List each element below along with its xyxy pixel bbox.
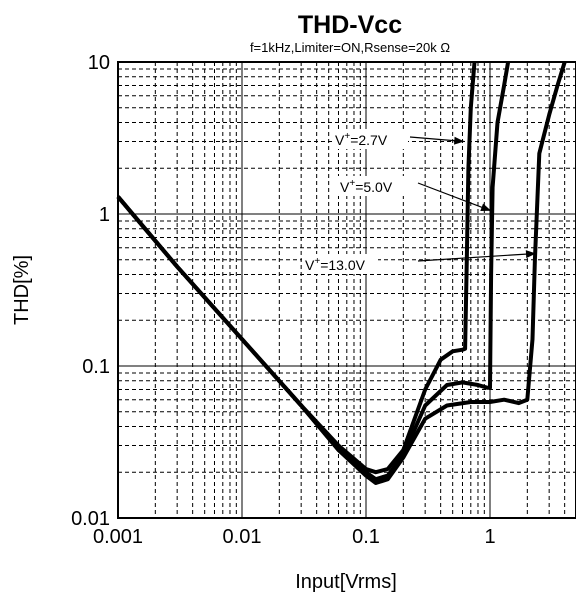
annotation-bg [332, 129, 408, 149]
chart-title: THD-Vcc [298, 11, 402, 39]
x-tick-label: 0.01 [223, 526, 262, 548]
annotation-arrowhead [480, 203, 492, 211]
annotation-label: V+=2.7V [335, 131, 388, 148]
chart-subtitle: f=1kHz,Limiter=ON,Rsense=20k Ω [250, 40, 450, 55]
y-tick-labels: 0.01 0.1 1 10 [71, 52, 110, 530]
series-line-3 [116, 61, 567, 485]
y-tick-label: 10 [88, 52, 110, 74]
annotation-label: V+=13.0V [305, 256, 366, 273]
annotation-arrow [417, 252, 537, 262]
x-tick-label: 0.001 [93, 526, 143, 548]
x-tick-label: 1 [484, 526, 495, 548]
annotation-label: V+=5.0V [340, 178, 393, 195]
y-axis-label: THD[%] [11, 255, 33, 325]
data-curves [116, 61, 567, 485]
x-tick-labels: 0.001 0.01 0.1 1 [93, 526, 496, 548]
x-axis-label: Input[Vrms] [295, 571, 397, 593]
y-tick-label: 0.1 [82, 356, 110, 378]
y-tick-label: 0.01 [71, 508, 110, 530]
y-tick-label: 1 [99, 204, 110, 226]
annotation-arrowhead [525, 250, 536, 259]
annotation-arrow [417, 182, 492, 212]
annotation-bg [337, 176, 413, 196]
plot-frame [117, 61, 576, 519]
annotation-bg [302, 254, 378, 274]
x-tick-label: 0.1 [352, 526, 380, 548]
annotations: V+=2.7V V+=5.0V V+=13.0V [302, 129, 537, 274]
annotation-arrowhead [454, 136, 465, 145]
